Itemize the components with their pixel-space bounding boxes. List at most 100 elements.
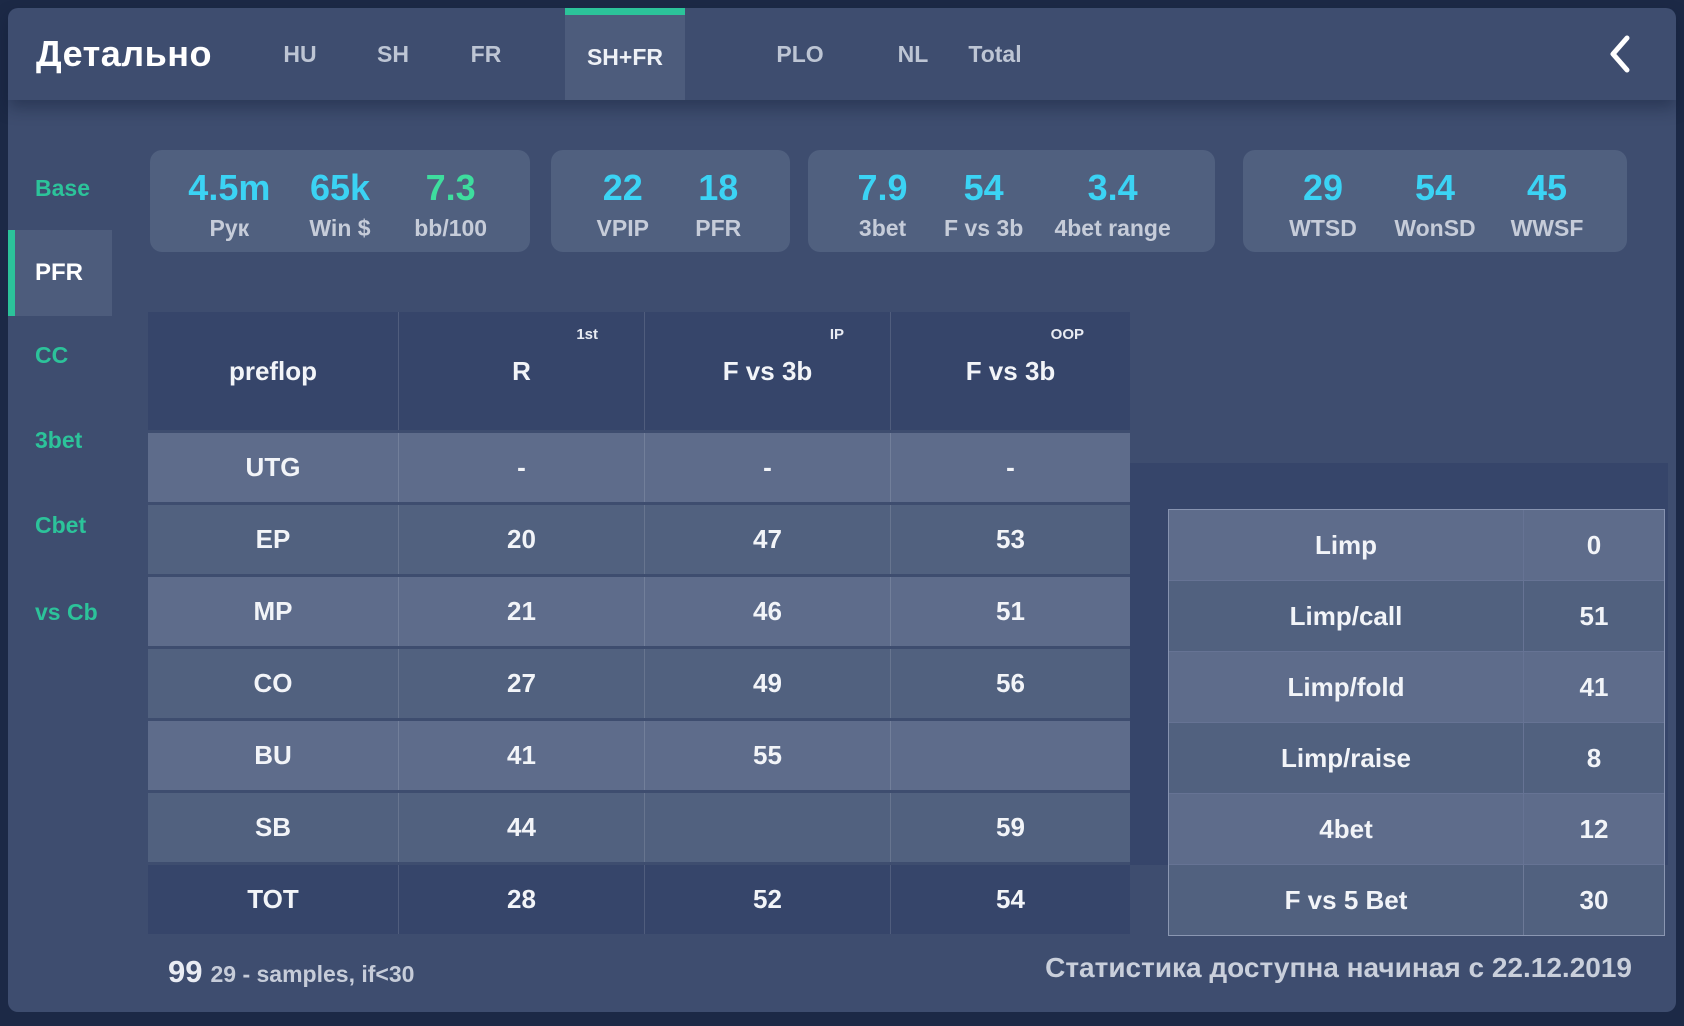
stat-cell: 46 xyxy=(644,577,890,646)
stat-value: 4.5m xyxy=(188,167,271,208)
stat-label: WWSF xyxy=(1510,215,1584,241)
position-cell: MP xyxy=(148,577,398,646)
stat-value: 3.4 xyxy=(1087,167,1138,208)
preflop-table: preflop R 1st F vs 3b IP F vs 3b OOP UTG - … xyxy=(148,312,1130,934)
stat-label: Рук xyxy=(209,215,250,241)
table-header-cell: R 1st xyxy=(398,312,644,430)
stat-3bet: 7.9 3bet xyxy=(832,170,933,240)
stat-label: bb/100 xyxy=(414,215,488,241)
samples-legend-value: 99 xyxy=(168,954,203,989)
limp-table-value: 51 xyxy=(1524,581,1664,651)
samples-legend: 99 29 - samples, if<30 xyxy=(168,954,414,990)
limp-table-value: 41 xyxy=(1524,652,1664,722)
limp-table-label: Limp/fold xyxy=(1169,652,1523,722)
stat-value: 29 xyxy=(1302,167,1344,208)
stat-label: PFR xyxy=(695,215,742,241)
stat-cell: 49 xyxy=(644,649,890,718)
stat-cell: - xyxy=(644,433,890,502)
limp-table-value: 0 xyxy=(1524,510,1664,580)
sidebar-item-cc[interactable]: CC xyxy=(35,342,69,368)
tab-fr[interactable]: FR xyxy=(470,41,502,67)
stat-value: 7.9 xyxy=(857,167,908,208)
stat-value: 65k xyxy=(309,167,371,208)
stat-cell: 41 xyxy=(398,721,644,790)
active-tab-indicator xyxy=(565,8,685,15)
stat-cell: 21 xyxy=(398,577,644,646)
tab-plo[interactable]: PLO xyxy=(776,41,824,67)
sidebar-item-3bet[interactable]: 3bet xyxy=(35,427,83,453)
limp-table-value: 30 xyxy=(1524,865,1664,935)
stat-pfr: 18 PFR xyxy=(671,170,767,240)
stat-label: 3bet xyxy=(858,215,907,241)
stat-card-vpip-pfr: 22 VPIP 18 PFR xyxy=(551,150,790,252)
stat-cell: 44 xyxy=(398,793,644,862)
stat-card-showdown: 29 WTSD 54 WonSD 45 WWSF xyxy=(1243,150,1627,252)
stat-label: WonSD xyxy=(1394,215,1476,241)
top-bar: Детально HU SH FR SH+FR PLO NL Total xyxy=(8,8,1676,100)
limp-table-value: 8 xyxy=(1524,723,1664,793)
stat-bb100: 7.3 bb/100 xyxy=(395,170,506,240)
stat-cell: 47 xyxy=(644,505,890,574)
sidebar-item-pfr[interactable]: PFR xyxy=(8,230,112,316)
stat-value: 18 xyxy=(698,167,739,208)
stat-cell: 20 xyxy=(398,505,644,574)
stat-label: Win $ xyxy=(309,215,371,241)
stat-wwsf: 45 WWSF xyxy=(1491,170,1603,240)
stat-card-3bet: 7.9 3bet 54 F vs 3b 3.4 4bet range xyxy=(808,150,1215,252)
position-cell: UTG xyxy=(148,433,398,502)
limp-table-value: 12 xyxy=(1524,794,1664,864)
stat-cell: 54 xyxy=(890,865,1130,934)
limp-table-label: Limp xyxy=(1169,510,1523,580)
stat-label: F vs 3b xyxy=(944,215,1024,241)
stat-label: 4bet range xyxy=(1054,215,1171,241)
tab-nl[interactable]: NL xyxy=(897,41,929,67)
position-cell: TOT xyxy=(148,865,398,934)
stats-availability-note: Статистика доступна начиная с 22.12.2019 xyxy=(1045,952,1632,983)
table-header-cell: F vs 3b IP xyxy=(644,312,890,430)
sidebar-active-indicator xyxy=(8,230,15,316)
stat-cell: 51 xyxy=(890,577,1130,646)
tab-total[interactable]: Total xyxy=(968,41,1022,67)
sidebar-item-base[interactable]: Base xyxy=(35,175,90,201)
stat-cell: 28 xyxy=(398,865,644,934)
stat-wonsd: 54 WonSD xyxy=(1379,170,1491,240)
main-panel: Детально HU SH FR SH+FR PLO NL Total Bas… xyxy=(8,8,1676,1012)
stat-f-vs-3b: 54 F vs 3b xyxy=(933,170,1034,240)
tab-hu[interactable]: HU xyxy=(283,41,317,67)
stat-win: 65k Win $ xyxy=(285,170,396,240)
limp-table-label: Limp/raise xyxy=(1169,723,1523,793)
stat-cell: 56 xyxy=(890,649,1130,718)
position-cell: CO xyxy=(148,649,398,718)
stat-vpip: 22 VPIP xyxy=(575,170,671,240)
limp-table: Limp 0 Limp/call 51 Limp/fold 41 Limp/ra… xyxy=(1168,509,1665,936)
stat-4bet-range: 3.4 4bet range xyxy=(1034,170,1191,240)
samples-legend-note: 29 - samples, if<30 xyxy=(210,961,415,987)
limp-table-label: F vs 5 Bet xyxy=(1169,865,1523,935)
stat-cell: 27 xyxy=(398,649,644,718)
position-cell: EP xyxy=(148,505,398,574)
stat-card-general: 4.5m Рук 65k Win $ 7.3 bb/100 xyxy=(150,150,530,252)
table-header-cell: F vs 3b OOP xyxy=(890,312,1130,430)
tab-sh[interactable]: SH xyxy=(377,41,409,67)
stat-cell: 55 xyxy=(644,721,890,790)
stat-value: 7.3 xyxy=(425,167,476,208)
limp-table-label: 4bet xyxy=(1169,794,1523,864)
stat-value: 54 xyxy=(963,167,1004,208)
limp-table-label: Limp/call xyxy=(1169,581,1523,651)
stat-cell: 52 xyxy=(644,865,890,934)
stat-value: 22 xyxy=(602,167,643,208)
stat-cell: - xyxy=(890,433,1130,502)
stat-cell: 59 xyxy=(890,793,1130,862)
tab-sh-fr[interactable]: SH+FR xyxy=(565,8,685,100)
sidebar-item-cbet[interactable]: Cbet xyxy=(35,512,87,538)
page-title: Детально xyxy=(36,33,213,74)
stat-value: 45 xyxy=(1526,167,1568,208)
back-chevron-icon[interactable] xyxy=(1606,34,1632,74)
table-header-cell: preflop xyxy=(148,312,398,430)
stat-value: 54 xyxy=(1414,167,1456,208)
sidebar-item-vs-cb[interactable]: vs Cb xyxy=(35,599,98,625)
stat-wtsd: 29 WTSD xyxy=(1267,170,1379,240)
stat-label: WTSD xyxy=(1289,215,1357,241)
stat-label: VPIP xyxy=(596,215,649,241)
position-cell: SB xyxy=(148,793,398,862)
